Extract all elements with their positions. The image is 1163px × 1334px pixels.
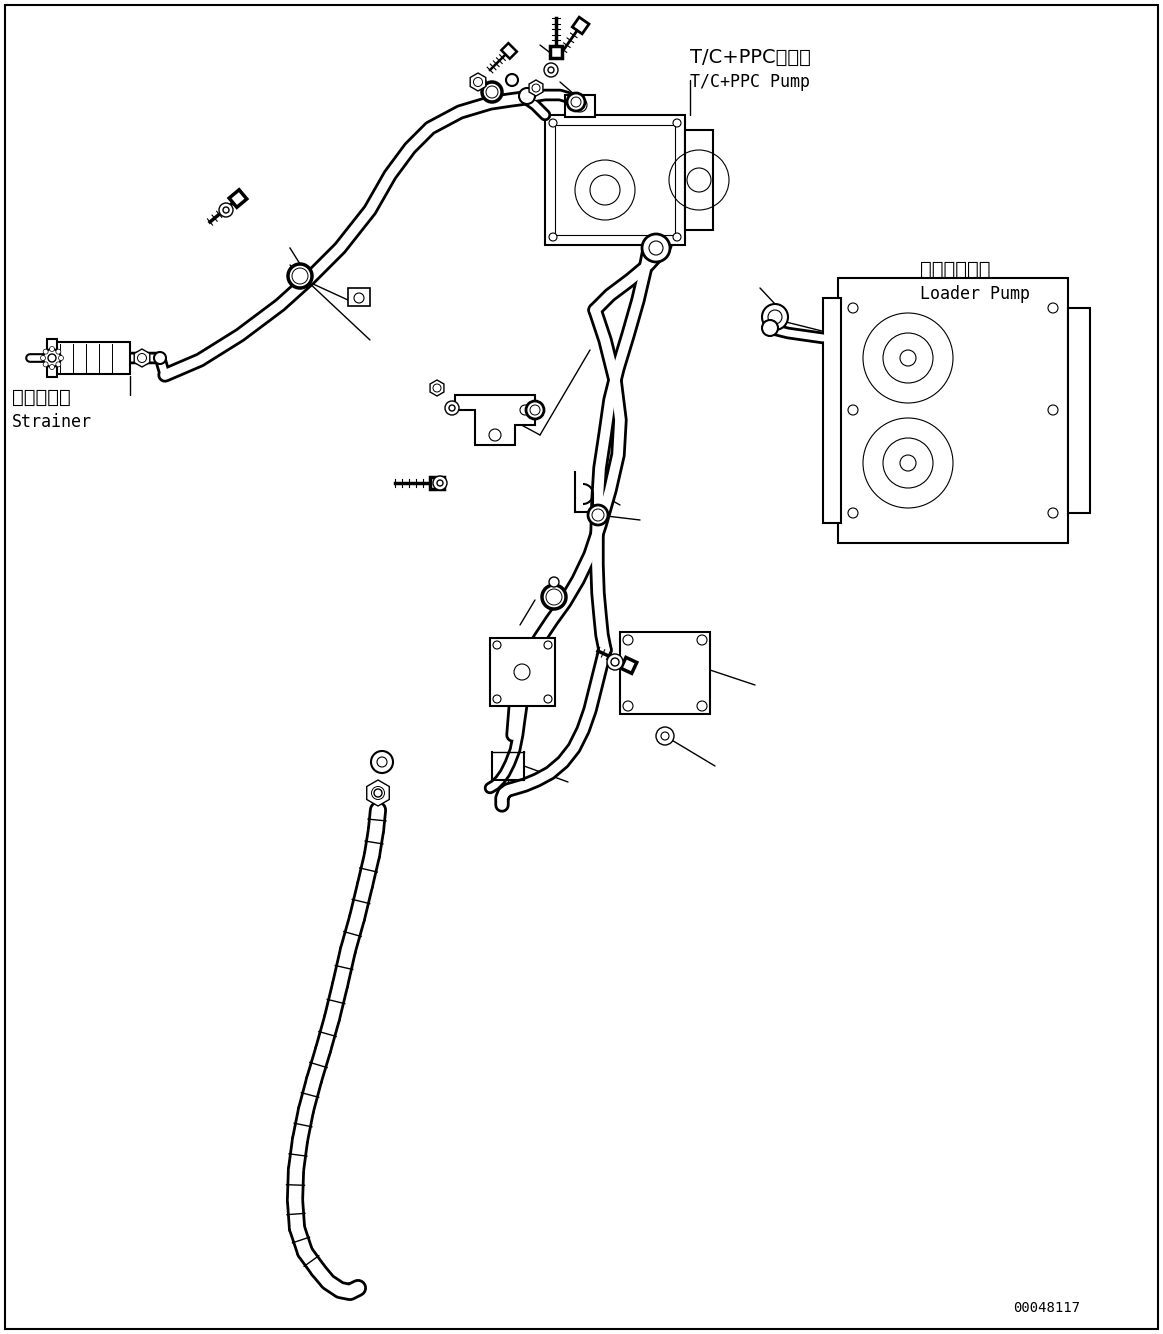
Circle shape <box>43 350 48 354</box>
Circle shape <box>549 578 559 587</box>
Polygon shape <box>501 43 516 59</box>
Circle shape <box>623 635 633 646</box>
Text: Strainer: Strainer <box>12 414 92 431</box>
Circle shape <box>56 362 60 367</box>
Circle shape <box>449 406 455 411</box>
Circle shape <box>656 727 675 744</box>
Polygon shape <box>430 478 444 490</box>
Circle shape <box>437 480 443 486</box>
Polygon shape <box>430 380 444 396</box>
Circle shape <box>506 73 518 85</box>
Bar <box>555 125 675 235</box>
Circle shape <box>43 362 48 367</box>
Circle shape <box>48 354 56 362</box>
Circle shape <box>354 293 364 303</box>
Circle shape <box>762 304 789 329</box>
Circle shape <box>526 402 544 419</box>
Circle shape <box>519 88 535 104</box>
Circle shape <box>154 352 166 364</box>
Polygon shape <box>621 658 637 674</box>
Circle shape <box>642 233 670 261</box>
Bar <box>348 288 370 305</box>
Circle shape <box>661 732 669 740</box>
Text: 00048117: 00048117 <box>1013 1301 1080 1315</box>
Circle shape <box>573 97 587 112</box>
Circle shape <box>288 264 312 288</box>
Bar <box>685 129 713 229</box>
Text: ストレーナ: ストレーナ <box>12 388 71 407</box>
Polygon shape <box>529 80 543 96</box>
Polygon shape <box>455 395 535 446</box>
Circle shape <box>548 67 554 73</box>
Circle shape <box>371 751 393 772</box>
Circle shape <box>493 695 501 703</box>
Circle shape <box>607 654 623 670</box>
Circle shape <box>370 784 386 800</box>
Bar <box>620 632 709 714</box>
Circle shape <box>50 347 55 351</box>
Circle shape <box>544 695 552 703</box>
Circle shape <box>520 406 530 415</box>
Circle shape <box>549 119 557 127</box>
Circle shape <box>223 207 229 213</box>
Circle shape <box>477 79 483 85</box>
Text: T/C+PPC Pump: T/C+PPC Pump <box>690 73 809 91</box>
Circle shape <box>475 76 486 88</box>
Circle shape <box>445 402 459 415</box>
Polygon shape <box>229 189 247 207</box>
Text: ローダポンプ: ローダポンプ <box>920 260 991 279</box>
Bar <box>55 342 130 374</box>
Circle shape <box>544 63 558 77</box>
Text: T/C+PPCポンプ: T/C+PPCポンプ <box>690 48 811 67</box>
Bar <box>47 339 57 378</box>
Circle shape <box>544 642 552 650</box>
Polygon shape <box>572 17 588 33</box>
Circle shape <box>488 430 501 442</box>
Circle shape <box>623 700 633 711</box>
Circle shape <box>697 635 707 646</box>
Circle shape <box>41 355 45 360</box>
Circle shape <box>50 364 55 370</box>
Circle shape <box>568 93 585 111</box>
Circle shape <box>697 700 707 711</box>
Circle shape <box>542 586 566 610</box>
Circle shape <box>768 309 782 324</box>
Bar <box>839 277 1068 543</box>
Circle shape <box>56 350 60 354</box>
Circle shape <box>493 642 501 650</box>
Text: Loader Pump: Loader Pump <box>920 285 1030 303</box>
Circle shape <box>481 81 502 101</box>
Circle shape <box>549 233 557 241</box>
Polygon shape <box>134 350 150 367</box>
Circle shape <box>673 233 682 241</box>
Bar <box>823 297 841 523</box>
Circle shape <box>588 506 608 526</box>
Polygon shape <box>550 45 562 57</box>
Bar <box>565 95 595 117</box>
Polygon shape <box>366 780 390 806</box>
Bar <box>545 115 685 245</box>
Polygon shape <box>470 73 486 91</box>
Circle shape <box>673 119 682 127</box>
Circle shape <box>58 355 64 360</box>
Bar <box>1068 308 1090 514</box>
Circle shape <box>433 476 447 490</box>
Circle shape <box>611 658 619 666</box>
Bar <box>490 638 555 706</box>
Circle shape <box>762 320 778 336</box>
Circle shape <box>219 203 233 217</box>
Circle shape <box>374 788 381 796</box>
Circle shape <box>43 350 60 367</box>
